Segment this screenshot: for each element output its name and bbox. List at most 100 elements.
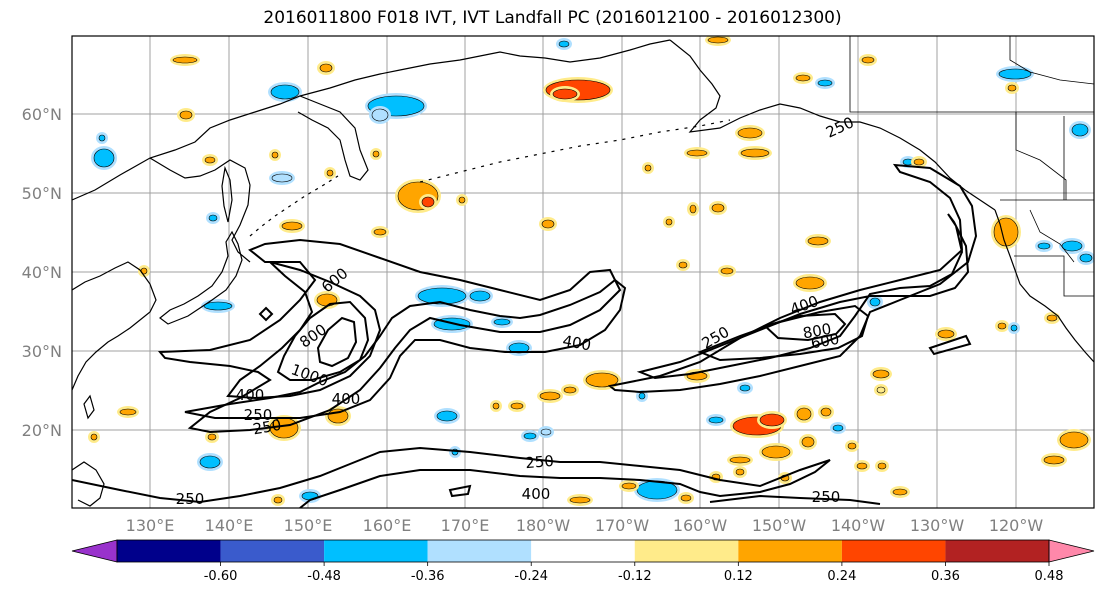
ivt-contour-600-west bbox=[226, 261, 382, 400]
longitude-label: 130°E bbox=[126, 516, 175, 535]
taiwan-coastline bbox=[83, 394, 95, 420]
pc-anomaly bbox=[417, 287, 467, 305]
pc-anomaly bbox=[638, 392, 646, 400]
pc-anomaly bbox=[372, 150, 380, 158]
contour-label: 400 bbox=[332, 390, 361, 408]
latitude-label: 30°N bbox=[22, 342, 62, 361]
colorbar-tick-label: -0.24 bbox=[514, 569, 548, 584]
pc-anomaly bbox=[737, 127, 763, 139]
pc-anomaly bbox=[708, 416, 724, 424]
pc-anomaly bbox=[270, 84, 300, 100]
pc-anomaly bbox=[820, 407, 832, 417]
contour-label: 400 bbox=[236, 386, 265, 404]
pc-anomaly bbox=[1037, 242, 1051, 250]
pc-anomaly bbox=[1061, 240, 1083, 252]
pc-anomaly bbox=[997, 322, 1007, 330]
kuril-islands bbox=[249, 175, 339, 237]
japan-coastline bbox=[159, 230, 243, 325]
colorbar-tick-label: -0.60 bbox=[204, 569, 238, 584]
longitude-label: 170°E bbox=[441, 516, 490, 535]
pc-anomaly bbox=[458, 196, 466, 204]
pc-anomaly bbox=[93, 148, 115, 168]
pc-anomaly bbox=[199, 455, 221, 469]
pc-anomaly bbox=[1059, 431, 1089, 449]
pc-anomaly bbox=[98, 134, 106, 142]
contour-label: 600 bbox=[809, 330, 840, 353]
pc-anomaly bbox=[686, 149, 708, 157]
pc-anomaly bbox=[740, 148, 770, 158]
pc-anomaly bbox=[510, 402, 524, 410]
pc-anomaly bbox=[569, 496, 591, 504]
ivt-contour-south-1 bbox=[72, 446, 831, 508]
pc-anomaly bbox=[877, 462, 887, 470]
colorbar-segment bbox=[634, 540, 739, 562]
colorbar-segment bbox=[738, 540, 842, 562]
pc-anomaly bbox=[541, 219, 555, 229]
pc-anomaly bbox=[371, 108, 389, 122]
contour-label: 250 bbox=[244, 406, 273, 424]
longitude-label: 130°W bbox=[910, 516, 965, 535]
pc-anomaly bbox=[179, 110, 193, 120]
contour-label: 1000 bbox=[289, 360, 331, 390]
pc-anomaly bbox=[689, 204, 697, 214]
pc-anomaly bbox=[872, 369, 890, 379]
latitude-label: 50°N bbox=[22, 184, 62, 203]
longitude-labels: 130°E 140°E 150°E 160°E 170°E 180°W 170°W 160°W… bbox=[126, 516, 1044, 535]
pc-anomaly bbox=[735, 468, 745, 476]
pc-anomaly bbox=[563, 386, 577, 394]
pc-anomaly bbox=[469, 290, 491, 302]
longitude-label: 160°W bbox=[673, 516, 728, 535]
longitude-label: 160°E bbox=[363, 516, 412, 535]
pc-anomaly bbox=[540, 428, 552, 436]
pc-anomaly bbox=[761, 445, 791, 459]
graticule-grid bbox=[72, 36, 1094, 508]
colorbar-tick-label: -0.48 bbox=[307, 569, 341, 584]
map-title: 2016011800 F018 IVT, IVT Landfall PC (20… bbox=[263, 8, 842, 28]
pc-anomaly bbox=[523, 432, 537, 440]
pc-anomaly bbox=[913, 158, 925, 166]
china-coastline bbox=[72, 261, 157, 391]
pc-anomaly bbox=[796, 407, 812, 421]
pc-anomaly bbox=[281, 221, 303, 231]
pc-anomaly bbox=[759, 413, 785, 427]
longitude-label: 120°W bbox=[989, 516, 1044, 535]
ivt-contour-east-isle bbox=[928, 334, 972, 356]
pc-anomaly bbox=[421, 196, 435, 208]
colorbar-segment bbox=[324, 540, 428, 562]
pc-anomaly bbox=[552, 88, 578, 100]
pc-anomaly bbox=[1043, 455, 1065, 465]
north-america-coastline bbox=[994, 209, 1094, 363]
contour-label: 250 bbox=[525, 452, 555, 472]
colorbar-segment bbox=[531, 540, 635, 562]
contour-label: 250 bbox=[251, 416, 282, 439]
pc-anomaly bbox=[273, 496, 283, 504]
pc-anomaly bbox=[795, 74, 811, 82]
pc-anomaly bbox=[937, 329, 955, 339]
pc-anomaly bbox=[801, 436, 815, 448]
pc-anomaly bbox=[861, 56, 875, 64]
pc-anomaly bbox=[621, 482, 637, 490]
longitude-label: 140°E bbox=[205, 516, 254, 535]
colorbar-max-extension bbox=[1048, 539, 1095, 563]
pc-anomaly bbox=[892, 488, 908, 496]
pc-anomaly bbox=[207, 433, 217, 441]
pc-anomaly bbox=[644, 164, 652, 172]
colorbar-segment bbox=[427, 540, 532, 562]
latitude-labels: 60°N 50°N 40°N 30°N 20°N bbox=[22, 105, 62, 440]
contour-label: 800 bbox=[801, 320, 832, 343]
pc-anomaly bbox=[711, 203, 725, 213]
longitude-label: 150°W bbox=[752, 516, 807, 535]
longitude-label: 150°E bbox=[284, 516, 333, 535]
pc-anomaly bbox=[585, 372, 619, 388]
pc-anomaly bbox=[720, 267, 734, 275]
ivt-contour-south-3 bbox=[709, 494, 881, 505]
pc-anomaly bbox=[832, 424, 844, 432]
pc-anomaly bbox=[204, 156, 216, 164]
colorbar-tick-label: -0.12 bbox=[618, 569, 652, 584]
philippines-coastline bbox=[72, 461, 105, 507]
pc-anomaly bbox=[327, 408, 349, 424]
colorbar-tick-label: -0.36 bbox=[411, 569, 445, 584]
colorbar-min-extension bbox=[71, 539, 118, 563]
pc-anomaly bbox=[493, 318, 511, 326]
contour-label: 400 bbox=[522, 485, 551, 503]
